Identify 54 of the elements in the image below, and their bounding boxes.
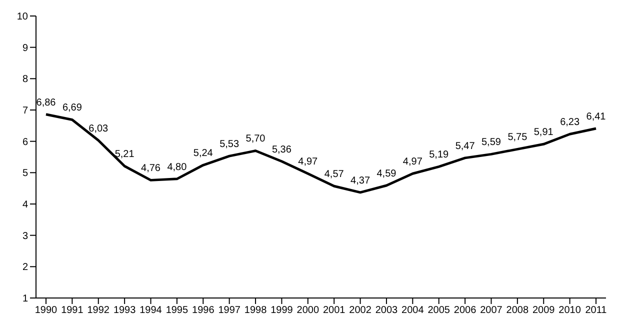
data-label: 5,36 <box>272 144 292 156</box>
x-tick-label: 1998 <box>244 305 268 316</box>
y-tick-label: 6 <box>22 136 28 148</box>
data-label: 4,97 <box>402 156 423 168</box>
x-tick-label: 2000 <box>296 305 320 316</box>
x-tick-label: 2008 <box>506 305 529 316</box>
x-tick-label: 1999 <box>270 305 294 316</box>
x-tick-label: 1992 <box>87 305 110 316</box>
data-label: 6,86 <box>36 97 56 108</box>
y-tick-label: 7 <box>22 106 28 117</box>
data-label: 4,97 <box>298 156 318 168</box>
x-tick-label: 2011 <box>585 305 608 316</box>
x-tick-label: 2007 <box>480 305 503 316</box>
y-tick-label: 10 <box>16 12 28 23</box>
y-tick-label: 8 <box>22 74 28 86</box>
data-label: 6,69 <box>62 102 82 114</box>
x-tick-label: 1996 <box>192 305 215 316</box>
data-label: 5,75 <box>508 132 528 144</box>
y-tick-label: 5 <box>22 168 28 180</box>
x-tick-label: 1990 <box>34 305 58 316</box>
y-tick-label: 2 <box>22 262 28 274</box>
data-label: 6,41 <box>586 111 606 122</box>
x-tick-label: 2009 <box>532 305 556 316</box>
y-tick-label: 9 <box>22 42 28 54</box>
data-label: 5,53 <box>220 139 240 150</box>
data-label: 4,57 <box>324 169 344 180</box>
x-tick-label: 1997 <box>218 305 241 316</box>
data-label: 5,21 <box>114 149 135 160</box>
x-tick-label: 2004 <box>402 305 424 316</box>
x-tick-label: 1994 <box>140 305 162 316</box>
data-label: 4,37 <box>350 175 370 186</box>
y-tick-label: 4 <box>22 200 28 211</box>
y-tick-label: 1 <box>22 294 28 305</box>
x-tick-label: 2005 <box>428 305 450 316</box>
x-tick-label: 2001 <box>322 305 346 316</box>
x-tick-label: 2010 <box>558 305 582 316</box>
data-label: 5,91 <box>534 127 554 138</box>
data-label: 6,03 <box>88 123 109 134</box>
y-tick-label: 3 <box>22 230 28 242</box>
data-label: 5,70 <box>246 134 266 145</box>
x-tick-label: 2002 <box>349 305 372 316</box>
data-label: 5,59 <box>482 137 502 148</box>
data-label: 5,24 <box>193 148 214 160</box>
data-label: 6,23 <box>560 117 580 128</box>
x-tick-label: 1991 <box>61 305 84 316</box>
x-tick-label: 2006 <box>454 305 477 316</box>
data-label: 5,47 <box>455 140 476 152</box>
data-label: 4,80 <box>167 162 188 173</box>
x-tick-label: 2003 <box>375 305 398 316</box>
x-tick-label: 1993 <box>113 305 136 316</box>
data-label: 4,59 <box>376 168 397 180</box>
x-tick-label: 1995 <box>166 305 189 316</box>
data-label: 5,19 <box>429 150 450 161</box>
data-label: 4,76 <box>141 163 161 174</box>
